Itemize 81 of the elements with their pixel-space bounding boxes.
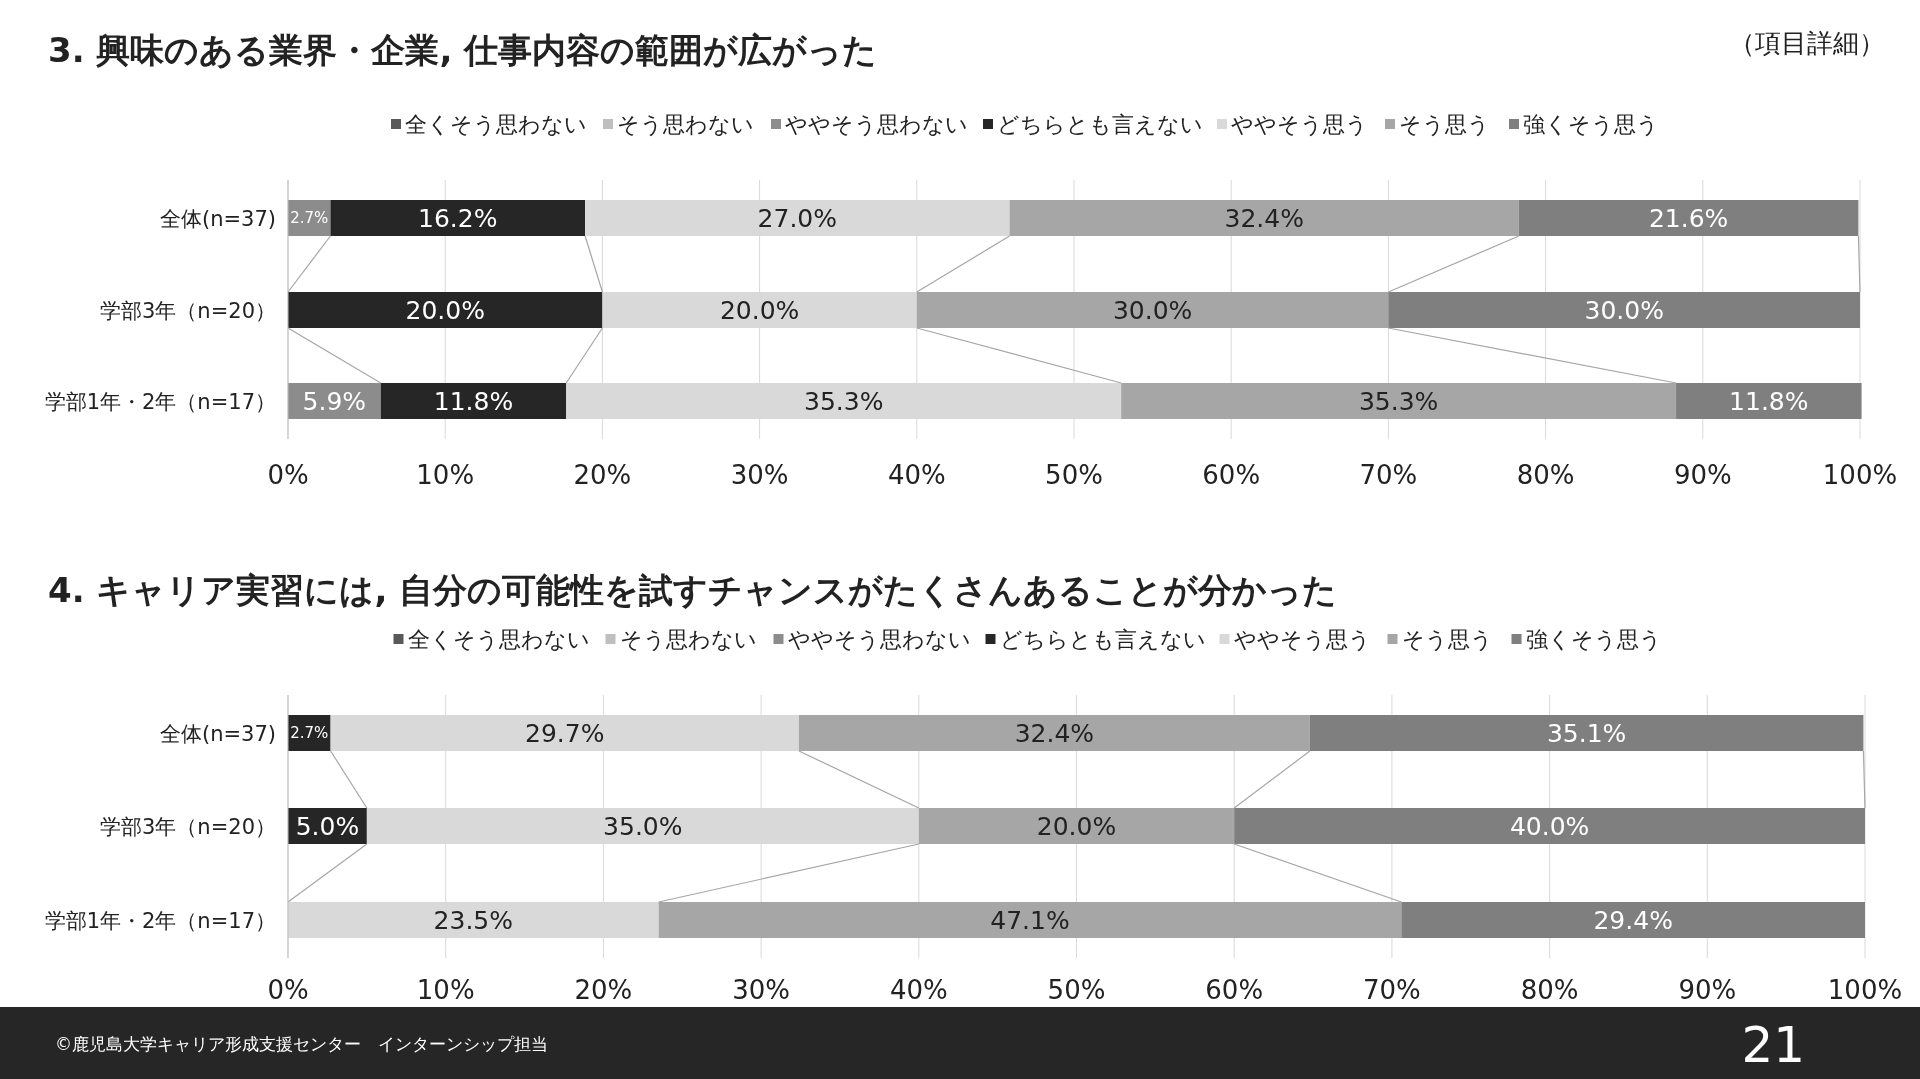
x-tick-label: 60% <box>1205 975 1264 1005</box>
y-tick-label: 学部3年（n=20） <box>100 299 276 323</box>
x-tick-label: 10% <box>416 975 475 1005</box>
y-tick-label: 学部3年（n=20） <box>100 815 276 839</box>
data-label: 30.0% <box>1584 296 1664 325</box>
x-tick-label: 30% <box>732 975 790 1005</box>
x-tick-label: 100% <box>1822 460 1898 490</box>
bar <box>288 292 603 328</box>
x-tick-label: 70% <box>1359 460 1418 490</box>
legend-label: 強くそう思う <box>1525 627 1662 652</box>
x-tick-label: 0% <box>267 460 309 490</box>
data-label: 20.0% <box>405 296 485 325</box>
bar <box>1234 808 1865 844</box>
bar <box>1401 902 1865 938</box>
legend-label: 全くそう思わない <box>407 627 590 652</box>
data-label: 27.0% <box>757 204 838 233</box>
x-tick-label: 40% <box>889 975 948 1005</box>
legend-label: ややそう思わない <box>785 112 968 137</box>
x-tick-label: 80% <box>1516 460 1575 490</box>
legend-label: そう思わない <box>619 627 757 652</box>
y-tick-label: 学部1年・2年（n=17） <box>44 390 276 414</box>
chart-title: 4. キャリア実習には, 自分の可能性を試すチャンスがたくさんあることが分かった <box>48 570 1338 610</box>
data-label: 23.5% <box>433 906 514 935</box>
legend-label: ややそう思う <box>1233 627 1371 652</box>
chart-title: 3. 興味のある業界・企業, 仕事内容の範囲が広がった <box>48 30 878 70</box>
bar <box>1309 715 1864 751</box>
x-tick-label: 90% <box>1673 460 1732 490</box>
bar <box>330 200 586 236</box>
bar <box>1518 200 1859 236</box>
data-label: 35.3% <box>1358 387 1439 416</box>
x-tick-label: 20% <box>573 460 632 490</box>
chart-subtitle: （項目詳細） <box>1729 28 1885 58</box>
data-label: 5.0% <box>295 812 360 841</box>
data-label: 21.6% <box>1648 204 1729 233</box>
x-tick-label: 0% <box>267 975 309 1005</box>
bar <box>1676 383 1862 419</box>
x-tick-label: 10% <box>416 460 475 490</box>
y-tick-label: 全体(n=37) <box>159 722 276 746</box>
data-label: 2.7% <box>290 724 329 743</box>
data-label: 16.2% <box>418 204 498 233</box>
data-label: 35.3% <box>803 387 884 416</box>
x-tick-label: 80% <box>1520 975 1579 1005</box>
text: ©鹿児島大学キャリア形成支援センター インターンシップ担当 <box>55 1034 548 1054</box>
data-label: 40.0% <box>1509 812 1590 841</box>
y-tick-label: 全体(n=37) <box>159 207 276 231</box>
legend-label: 全くそう思わない <box>405 112 587 137</box>
x-tick-label: 100% <box>1827 975 1903 1005</box>
legend-label: ややそう思う <box>1231 112 1368 137</box>
x-tick-label: 40% <box>887 460 946 490</box>
data-label: 30.0% <box>1112 296 1193 325</box>
data-label: 5.9% <box>302 387 367 416</box>
data-label: 32.4% <box>1014 719 1095 748</box>
y-tick-label: 学部1年・2年（n=17） <box>44 909 276 933</box>
data-label: 32.4% <box>1224 204 1304 233</box>
legend-label: そう思う <box>1401 627 1493 652</box>
legend-label: 強くそう思う <box>1523 112 1659 137</box>
data-label: 20.0% <box>719 296 800 325</box>
data-label: 11.8% <box>1729 387 1809 416</box>
bar <box>380 383 567 419</box>
bar <box>1388 292 1860 328</box>
data-label: 35.1% <box>1546 719 1627 748</box>
x-tick-label: 20% <box>574 975 633 1005</box>
x-tick-label: 30% <box>730 460 789 490</box>
data-label: 29.4% <box>1593 906 1673 935</box>
legend-label: どちらとも言えない <box>997 112 1203 137</box>
data-label: 11.8% <box>433 387 514 416</box>
data-label: 2.7% <box>290 209 329 228</box>
data-label: 35.0% <box>603 812 683 841</box>
data-label: 29.7% <box>525 719 605 748</box>
x-tick-label: 50% <box>1045 460 1103 490</box>
x-tick-label: 60% <box>1202 460 1261 490</box>
legend-label: そう思う <box>1399 112 1490 137</box>
legend-label: そう思わない <box>617 112 754 137</box>
data-label: 20.0% <box>1036 812 1117 841</box>
data-label: 47.1% <box>990 906 1070 935</box>
x-tick-label: 90% <box>1678 975 1737 1005</box>
legend-label: どちらとも言えない <box>999 627 1206 652</box>
x-tick-label: 50% <box>1047 975 1106 1005</box>
legend-label: ややそう思わない <box>787 627 971 652</box>
text: 21 <box>1741 1016 1805 1074</box>
x-tick-label: 70% <box>1363 975 1421 1005</box>
